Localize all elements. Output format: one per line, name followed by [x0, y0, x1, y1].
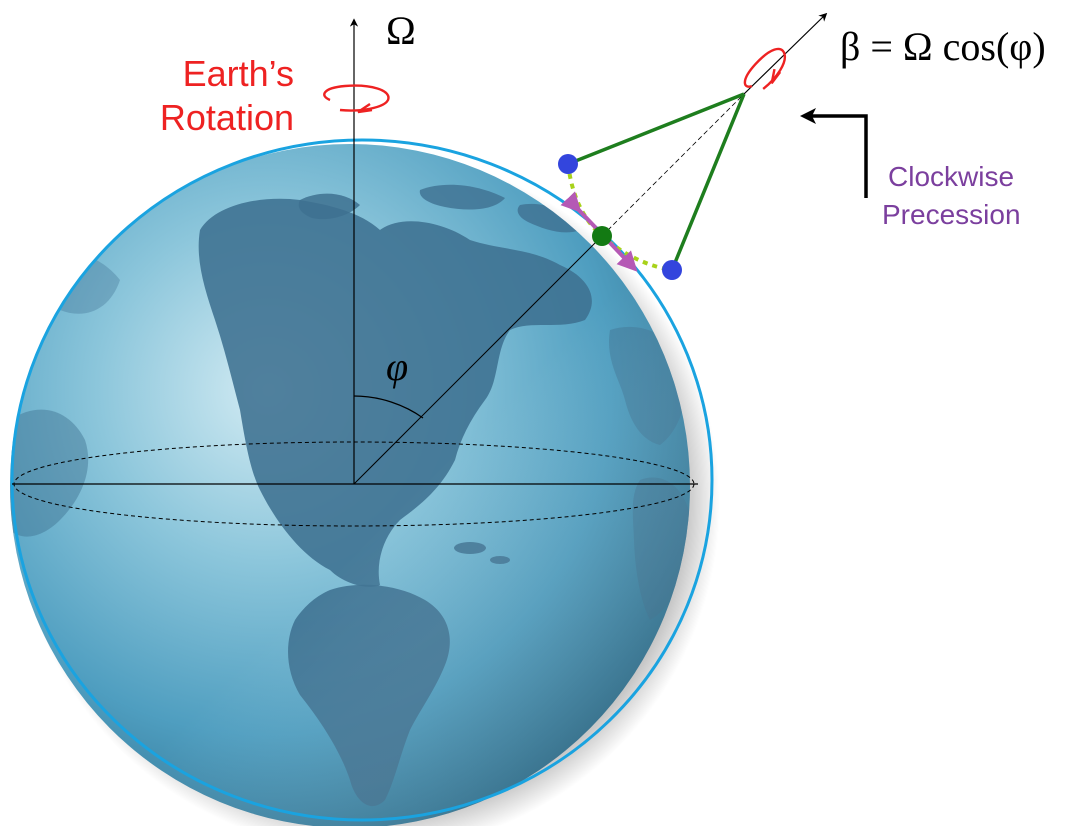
clockwise-label-line1: Clockwise — [888, 161, 1014, 192]
earth-globe — [10, 144, 690, 826]
precession-rotation-swirl — [743, 47, 787, 90]
pendulum-bob-left — [558, 154, 578, 174]
pendulum-rod-right — [670, 93, 746, 271]
clockwise-label-line2: Precession — [882, 199, 1021, 230]
earth-rotation-label-line1: Earth’s — [183, 53, 294, 94]
latitude-angle-arc — [353, 395, 424, 419]
earth-rotation-label-line2: Rotation — [160, 97, 294, 138]
earth-outline — [10, 138, 714, 822]
local-vertical-dashed — [601, 93, 745, 237]
precession-formula: β = Ω cos(φ) — [840, 24, 1046, 69]
omega-label: Ω — [386, 8, 416, 53]
pendulum-rod-left — [567, 92, 745, 166]
clockwise-bracket-arrow — [800, 108, 868, 198]
earth-rotation-swirl — [323, 84, 390, 114]
pendulum-bob-right — [662, 260, 682, 280]
latitude-radius — [353, 235, 603, 485]
pendulum-pivot-bob — [592, 226, 612, 246]
latitude-angle-label: φ — [386, 344, 408, 389]
